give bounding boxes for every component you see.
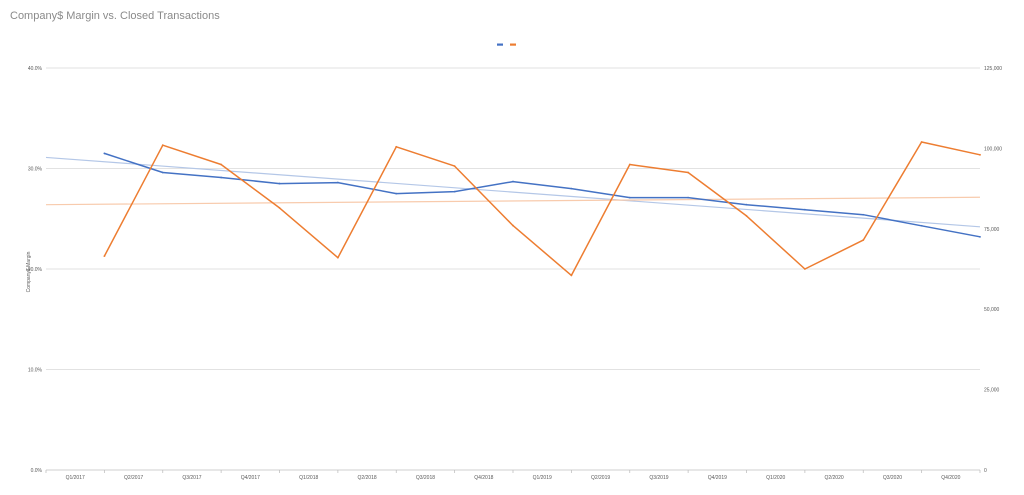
trendline (45, 156, 981, 228)
data-point (628, 163, 631, 166)
x-tick-label: Q3/2019 (649, 475, 668, 481)
data-point (161, 144, 164, 147)
x-axis-ticks: Q1/2017 Q2/2017 Q3/2017 Q4/2017 Q1/2018 Q2/20… (45, 470, 981, 481)
x-tick-label: Q2/2019 (591, 475, 610, 481)
y2-tick-label: 25,000 (984, 388, 1000, 394)
x-tick-label: Q2/2018 (357, 475, 376, 481)
x-tick-label: Q4/2019 (708, 475, 727, 481)
y2-tick-label: 125,000 (984, 66, 1002, 72)
y-axis-ticks: 0.0% 10.0% 20.0% 30.0% 40.0% (28, 66, 43, 474)
x-tick-label: Q4/2020 (941, 475, 960, 481)
data-point (220, 176, 223, 179)
data-point (395, 145, 398, 148)
x-tick-label: Q2/2020 (824, 475, 843, 481)
x-tick-label: Q4/2018 (474, 475, 493, 481)
x-tick-label: Q3/2018 (416, 475, 435, 481)
data-point (745, 215, 748, 217)
x-tick-label: Q4/2017 (241, 475, 260, 481)
y-tick-label: 20.0% (28, 267, 43, 273)
data-point (220, 163, 223, 166)
data-point (687, 196, 690, 199)
data-point (103, 255, 106, 258)
series-lines (103, 141, 981, 277)
y-tick-label: 40.0% (28, 66, 43, 72)
data-point (453, 190, 456, 193)
x-tick-label: Q3/2017 (182, 475, 201, 481)
y2-axis-ticks: 0 25,000 50,000 75,000 100,000 125,000 (984, 66, 1002, 474)
data-point (453, 165, 456, 167)
series-line-1 (104, 152, 981, 238)
data-point (278, 206, 281, 209)
data-point (979, 235, 981, 238)
y-tick-label: 30.0% (28, 167, 43, 173)
series-line-2 (103, 141, 981, 277)
x-tick-label: Q1/2018 (299, 475, 318, 481)
legend-swatch (497, 43, 503, 46)
y-axis-label: Company$ Margin (26, 251, 32, 292)
trendline (45, 196, 981, 206)
y-tick-label: 10.0% (28, 368, 43, 374)
data-point (512, 180, 514, 183)
y-tick-label: 0.0% (31, 468, 43, 474)
data-point (512, 224, 514, 227)
data-point (803, 268, 806, 270)
data-point (628, 196, 631, 199)
x-tick-label: Q1/2017 (66, 475, 85, 481)
x-tick-label: Q1/2020 (766, 475, 785, 481)
y2-tick-label: 0 (984, 468, 987, 474)
data-point (336, 256, 339, 259)
data-point (395, 192, 398, 195)
x-tick-label: Q2/2017 (124, 475, 143, 481)
legend-swatch (510, 43, 516, 46)
data-point (278, 182, 281, 185)
x-tick-label: Q3/2020 (883, 475, 902, 481)
data-point (570, 187, 573, 190)
data-point (336, 181, 339, 184)
data-point (687, 171, 690, 174)
data-point (920, 141, 923, 143)
data-point (161, 171, 164, 174)
data-point (862, 213, 865, 216)
trendlines (45, 156, 981, 228)
data-point (803, 208, 806, 211)
data-point (920, 224, 923, 227)
y2-tick-label: 75,000 (984, 227, 1000, 233)
data-point (570, 274, 573, 277)
legend (497, 43, 516, 46)
data-point (745, 203, 748, 206)
data-point (103, 152, 106, 155)
y2-tick-label: 100,000 (984, 146, 1002, 152)
x-tick-label: Q1/2019 (533, 475, 552, 481)
data-point (979, 153, 981, 156)
data-point (862, 239, 865, 241)
y2-tick-label: 50,000 (984, 307, 1000, 313)
gridlines (46, 67, 980, 471)
chart-title: Company$ Margin vs. Closed Transactions (10, 10, 220, 22)
